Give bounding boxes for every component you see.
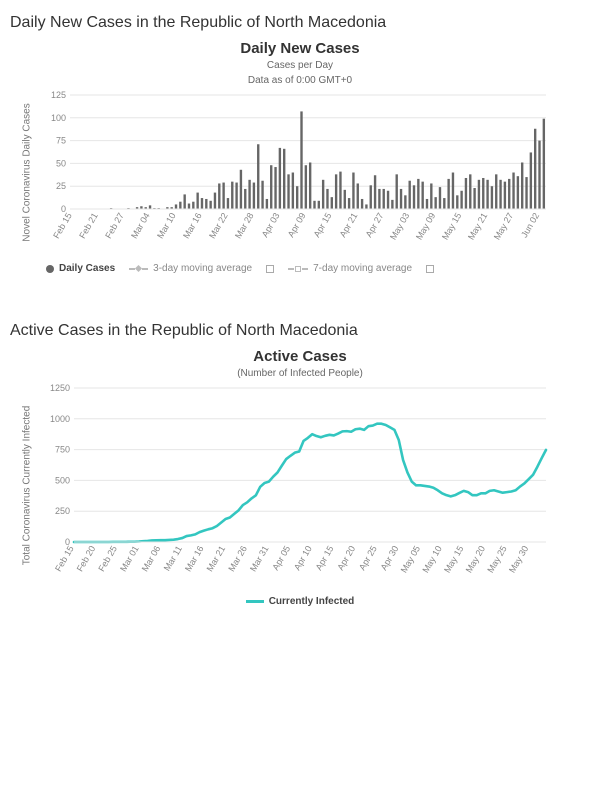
section-title: Active Cases in the Republic of North Ma… — [10, 322, 590, 340]
svg-text:Mar 10: Mar 10 — [155, 211, 178, 240]
svg-text:Apr 15: Apr 15 — [312, 211, 334, 239]
section-title: Daily New Cases in the Republic of North… — [10, 14, 590, 32]
svg-text:Mar 11: Mar 11 — [162, 544, 184, 573]
chart-subtitle-1: (Number of Infected People) — [20, 367, 580, 380]
line-chart-svg: 025050075010001250Feb 15Feb 20Feb 25Mar … — [34, 380, 554, 590]
svg-text:Mar 16: Mar 16 — [183, 544, 206, 573]
svg-text:Feb 27: Feb 27 — [103, 211, 126, 240]
svg-text:Feb 15: Feb 15 — [53, 544, 76, 573]
svg-text:125: 125 — [51, 90, 66, 100]
svg-text:Mar 21: Mar 21 — [205, 544, 228, 573]
svg-text:Feb 15: Feb 15 — [51, 211, 74, 240]
svg-text:May 15: May 15 — [442, 544, 465, 575]
svg-text:Mar 06: Mar 06 — [140, 544, 163, 573]
svg-text:250: 250 — [55, 506, 70, 516]
bar-chart-svg: 0255075100125Feb 15Feb 21Feb 27Mar 04Mar… — [34, 87, 554, 257]
svg-text:1250: 1250 — [50, 383, 70, 393]
svg-text:Apr 10: Apr 10 — [292, 544, 314, 572]
legend-item[interactable]: 7-day moving average — [288, 263, 412, 274]
svg-text:Apr 20: Apr 20 — [335, 544, 357, 572]
legend-item[interactable]: Daily Cases — [46, 263, 115, 274]
svg-text:100: 100 — [51, 113, 66, 123]
svg-text:Mar 31: Mar 31 — [248, 544, 271, 573]
page-root: { "section1": { "heading": "Daily New Ca… — [0, 0, 600, 643]
chart-title: Daily New Cases — [20, 40, 580, 57]
legend-symbol — [288, 266, 308, 272]
svg-text:May 10: May 10 — [420, 544, 443, 575]
svg-text:Mar 04: Mar 04 — [129, 211, 152, 240]
svg-text:500: 500 — [55, 475, 70, 485]
legend-daily-cases: Daily Cases 3-day moving average 7-day mov… — [20, 263, 580, 274]
legend-active-cases: Currently Infected — [20, 596, 580, 607]
svg-text:May 25: May 25 — [485, 544, 508, 575]
legend-label: 7-day moving average — [313, 263, 412, 274]
svg-text:750: 750 — [55, 445, 70, 455]
svg-text:Mar 22: Mar 22 — [207, 211, 230, 240]
legend-label: 3-day moving average — [153, 263, 252, 274]
svg-text:Apr 03: Apr 03 — [260, 211, 282, 239]
svg-text:Apr 05: Apr 05 — [270, 544, 292, 572]
svg-text:Apr 21: Apr 21 — [338, 211, 360, 239]
legend-item[interactable]: Currently Infected — [246, 596, 355, 607]
legend-symbol — [46, 265, 54, 273]
svg-text:Mar 01: Mar 01 — [118, 544, 141, 573]
spacer — [10, 290, 590, 318]
legend-item[interactable]: 3-day moving average — [129, 263, 252, 274]
svg-text:Feb 25: Feb 25 — [96, 544, 119, 573]
chart-daily-new-cases: Daily New Cases Cases per Day Data as of… — [20, 40, 580, 274]
chart-subtitle-2: Data as of 0:00 GMT+0 — [20, 74, 580, 87]
svg-text:Apr 30: Apr 30 — [379, 544, 401, 572]
legend-label: Daily Cases — [59, 263, 115, 274]
svg-text:Jun 02: Jun 02 — [519, 211, 541, 239]
legend-label: Currently Infected — [269, 596, 355, 607]
svg-text:May 30: May 30 — [507, 544, 530, 575]
legend-symbol — [426, 265, 434, 273]
svg-text:May 20: May 20 — [464, 544, 487, 575]
svg-text:Feb 20: Feb 20 — [75, 544, 98, 573]
svg-text:1000: 1000 — [50, 414, 70, 424]
y-axis-label: Total Coronavirus Currently Infected — [20, 380, 34, 590]
legend-item[interactable] — [426, 265, 434, 273]
svg-text:25: 25 — [56, 181, 66, 191]
svg-text:75: 75 — [56, 136, 66, 146]
svg-text:May 05: May 05 — [399, 544, 422, 575]
legend-item[interactable] — [266, 265, 274, 273]
svg-text:Mar 26: Mar 26 — [226, 544, 249, 573]
svg-text:May 15: May 15 — [440, 211, 463, 242]
svg-text:May 27: May 27 — [492, 211, 515, 242]
svg-text:Apr 25: Apr 25 — [357, 544, 379, 572]
svg-text:50: 50 — [56, 158, 66, 168]
svg-text:May 21: May 21 — [466, 211, 489, 242]
legend-symbol — [266, 265, 274, 273]
chart-active-cases: Active Cases (Number of Infected People)… — [20, 348, 580, 607]
section-active-cases: Active Cases in the Republic of North Ma… — [10, 322, 590, 607]
svg-text:Mar 28: Mar 28 — [233, 211, 256, 240]
svg-text:Mar 16: Mar 16 — [181, 211, 204, 240]
svg-text:Apr 15: Apr 15 — [314, 544, 336, 572]
chart-subtitle-1: Cases per Day — [20, 59, 580, 72]
legend-symbol — [129, 266, 148, 271]
section-daily-new-cases: Daily New Cases in the Republic of North… — [10, 14, 590, 274]
svg-text:Apr 27: Apr 27 — [364, 211, 386, 239]
svg-text:May 03: May 03 — [388, 211, 411, 242]
svg-text:May 09: May 09 — [414, 211, 437, 242]
chart-title: Active Cases — [20, 348, 580, 365]
svg-text:Apr 09: Apr 09 — [286, 211, 308, 239]
y-axis-label: Novel Coronavirus Daily Cases — [20, 87, 34, 257]
legend-symbol — [246, 600, 264, 603]
svg-text:Feb 21: Feb 21 — [77, 211, 100, 240]
